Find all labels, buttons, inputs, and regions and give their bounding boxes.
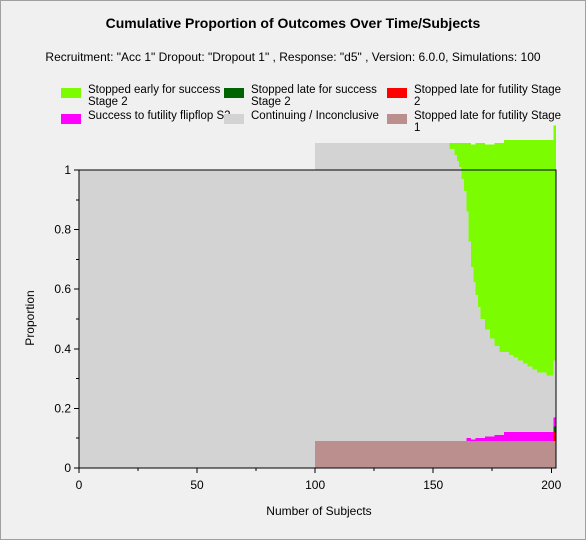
legend-label-flipflop: Success to futility flipflop S2 <box>88 110 231 122</box>
legend-swatch-late-futility-s1 <box>387 114 407 124</box>
legend-swatch-early-success <box>61 88 81 98</box>
x-tick-label: 50 <box>190 478 204 492</box>
chart-subtitle: Recruitment: "Acc 1" Dropout: "Dropout 1… <box>45 50 541 64</box>
legend-label-early-success: Stopped early for success Stage 2 <box>88 84 221 108</box>
legend-label-late-futility-s1: Stopped late for futility Stage 1 <box>414 110 562 134</box>
y-tick-label: 0.2 <box>54 401 71 415</box>
x-tick-label: 0 <box>76 478 83 492</box>
legend-swatch-late-success <box>224 88 244 98</box>
y-tick-label: 0 <box>64 461 71 475</box>
legend-swatch-flipflop <box>61 114 81 124</box>
x-axis-title: Number of Subjects <box>266 504 371 518</box>
legend: Stopped early for success Stage 2 Stoppe… <box>0 0 586 150</box>
x-tick-label: 100 <box>305 478 325 492</box>
legend-swatch-continuing <box>224 114 244 124</box>
legend-label-late-success: Stopped late for success Stage 2 <box>251 84 377 108</box>
series-area-stopped-early-for-success-stage-2 <box>79 125 556 376</box>
series-area-continuing-inconclusive <box>79 143 556 468</box>
legend-swatch-late-futility-s2 <box>387 88 407 98</box>
y-tick-label: 0.6 <box>54 282 71 296</box>
x-tick-label: 200 <box>541 478 561 492</box>
chart-title: Cumulative Proportion of Outcomes Over T… <box>105 15 481 31</box>
y-axis-title: Proportion <box>23 290 37 345</box>
x-tick-label: 150 <box>423 478 443 492</box>
y-tick-label: 0.8 <box>54 223 71 237</box>
axes-layer: 0 0.2 0.4 0.6 0.8 1 0 50 100 150 200 <box>54 163 561 492</box>
series-layer <box>79 125 556 468</box>
y-tick-label: 0.4 <box>54 342 71 356</box>
y-tick-label: 1 <box>64 163 71 177</box>
series-area-stopped-late-for-futility-stage-1 <box>79 441 556 468</box>
legend-label-continuing: Continuing / Inconclusive <box>251 110 379 122</box>
legend-label-late-futility-s2: Stopped late for futility Stage 2 <box>414 84 562 108</box>
